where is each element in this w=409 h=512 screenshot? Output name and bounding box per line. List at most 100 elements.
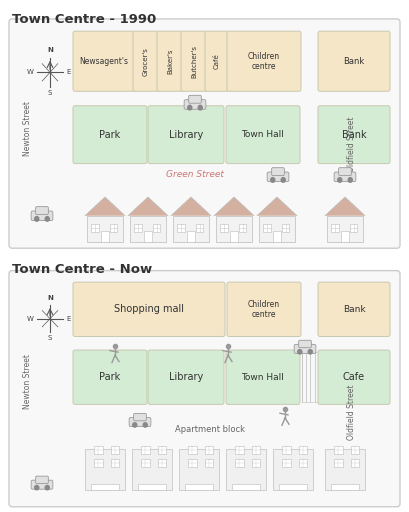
Bar	[331, 484, 359, 490]
Text: S: S	[48, 90, 52, 96]
Bar	[331, 224, 339, 232]
Bar	[351, 446, 360, 455]
Bar	[178, 224, 184, 232]
Bar	[87, 216, 123, 242]
Circle shape	[188, 105, 192, 110]
FancyBboxPatch shape	[334, 172, 356, 182]
Bar	[179, 449, 219, 490]
Bar	[235, 459, 244, 467]
Bar	[282, 459, 291, 467]
Bar	[259, 216, 295, 242]
FancyBboxPatch shape	[267, 172, 289, 182]
Bar	[252, 459, 261, 467]
Bar	[273, 449, 313, 490]
Bar	[351, 459, 360, 467]
FancyBboxPatch shape	[226, 350, 300, 404]
Text: Library: Library	[169, 130, 203, 140]
FancyBboxPatch shape	[31, 480, 53, 489]
Circle shape	[338, 178, 342, 182]
Polygon shape	[128, 197, 168, 216]
Text: Bank: Bank	[342, 130, 366, 140]
Bar	[110, 446, 119, 455]
Bar	[134, 224, 142, 232]
Text: Children
centre: Children centre	[248, 52, 280, 71]
Bar	[110, 459, 119, 467]
FancyBboxPatch shape	[73, 350, 147, 404]
Text: Park: Park	[99, 372, 121, 382]
Bar	[325, 449, 365, 490]
Circle shape	[45, 217, 49, 221]
Bar	[279, 484, 307, 490]
FancyBboxPatch shape	[133, 31, 159, 91]
Bar	[91, 224, 99, 232]
Circle shape	[298, 350, 302, 354]
Bar	[302, 352, 340, 402]
FancyBboxPatch shape	[36, 476, 48, 483]
Bar	[110, 224, 117, 232]
Bar	[232, 484, 260, 490]
Bar	[141, 459, 150, 467]
Bar	[334, 459, 343, 467]
Bar	[226, 449, 266, 490]
FancyBboxPatch shape	[205, 31, 229, 91]
Polygon shape	[325, 197, 365, 216]
Text: Grocer's: Grocer's	[143, 47, 149, 76]
Circle shape	[281, 178, 285, 182]
Bar	[153, 224, 160, 232]
Polygon shape	[85, 197, 125, 216]
Bar	[85, 449, 125, 490]
FancyBboxPatch shape	[134, 413, 146, 421]
Text: Butcher's: Butcher's	[191, 45, 197, 78]
Bar	[91, 484, 119, 490]
Bar	[144, 231, 152, 242]
Bar	[220, 224, 227, 232]
Bar	[334, 446, 343, 455]
Bar	[94, 459, 103, 467]
Bar	[350, 224, 357, 232]
Bar	[94, 446, 103, 455]
Text: E: E	[66, 69, 70, 75]
Text: W: W	[27, 316, 34, 322]
Text: Oldfield Street: Oldfield Street	[348, 385, 357, 440]
Text: Shopping mall: Shopping mall	[114, 304, 184, 314]
Bar	[235, 446, 244, 455]
Bar	[299, 446, 308, 455]
Polygon shape	[257, 197, 297, 216]
FancyBboxPatch shape	[318, 350, 390, 404]
Bar	[252, 446, 261, 455]
Circle shape	[45, 485, 49, 490]
Text: Newton Street: Newton Street	[23, 100, 32, 156]
FancyBboxPatch shape	[73, 282, 225, 336]
Bar	[204, 459, 213, 467]
FancyBboxPatch shape	[294, 345, 316, 353]
Bar	[230, 231, 238, 242]
Text: Newsagent's: Newsagent's	[79, 57, 128, 66]
Text: N: N	[47, 295, 53, 301]
FancyBboxPatch shape	[73, 31, 135, 91]
Polygon shape	[171, 197, 211, 216]
Bar	[341, 231, 349, 242]
FancyBboxPatch shape	[272, 168, 284, 176]
Text: Town Centre - 1990: Town Centre - 1990	[12, 13, 156, 26]
FancyBboxPatch shape	[184, 100, 206, 109]
Bar	[101, 231, 109, 242]
Bar	[204, 446, 213, 455]
FancyBboxPatch shape	[189, 95, 201, 103]
FancyBboxPatch shape	[226, 106, 300, 164]
Bar	[282, 224, 289, 232]
Bar	[282, 446, 291, 455]
FancyBboxPatch shape	[299, 340, 311, 348]
Bar	[141, 446, 150, 455]
Bar	[188, 459, 197, 467]
Bar	[263, 224, 270, 232]
FancyBboxPatch shape	[318, 106, 390, 164]
Circle shape	[35, 217, 39, 221]
Bar	[216, 216, 252, 242]
Bar	[196, 224, 203, 232]
Circle shape	[271, 178, 275, 182]
Text: Baker's: Baker's	[167, 49, 173, 74]
Text: Children
centre: Children centre	[248, 300, 280, 319]
Circle shape	[348, 178, 352, 182]
FancyBboxPatch shape	[148, 106, 224, 164]
FancyBboxPatch shape	[181, 31, 207, 91]
